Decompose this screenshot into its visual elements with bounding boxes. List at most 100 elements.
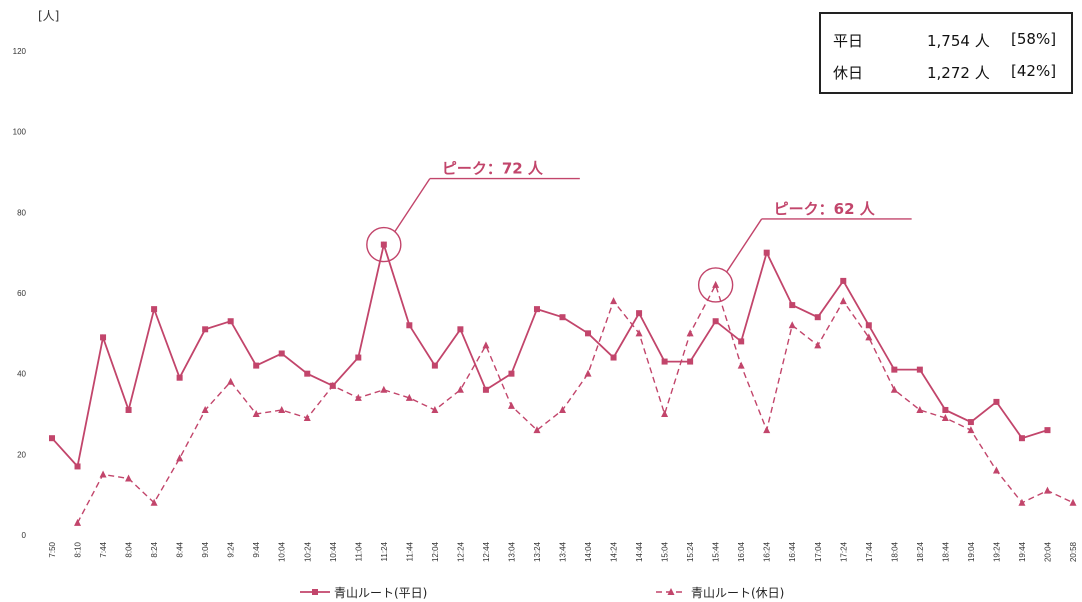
weekday-point	[482, 386, 489, 393]
x-tick-label: 11:24	[380, 541, 389, 561]
weekday-point	[74, 463, 81, 470]
holiday-point	[74, 518, 82, 526]
weekday-point	[661, 358, 668, 365]
weekday-point	[176, 374, 183, 381]
weekday-point	[610, 354, 617, 361]
holiday-point	[916, 405, 924, 413]
holiday-point	[125, 474, 133, 482]
holiday-point	[992, 466, 1000, 474]
x-axis-ticks: 7:50 8:10 7:44 8:04 8:24 8:44 9:04 9:24 9:44 10:0…	[48, 541, 1078, 562]
weekday-point	[712, 318, 719, 325]
weekday-point	[253, 362, 260, 369]
x-tick-label: 18:24	[916, 541, 925, 562]
x-tick-label: 19:04	[967, 541, 976, 562]
weekday-point	[406, 322, 413, 329]
summary-pct: [58%]	[1011, 30, 1057, 48]
weekday-point	[533, 306, 540, 313]
weekday-point	[865, 322, 872, 329]
holiday-point	[303, 414, 311, 422]
legend-marker-holiday	[667, 588, 675, 595]
weekday-point	[585, 330, 592, 337]
summary-row-weekday: 平日 1,754 人 [58%]	[833, 30, 1063, 52]
weekday-point	[763, 249, 770, 256]
holiday-point	[712, 280, 720, 288]
weekday-point	[380, 241, 387, 248]
x-tick-label: 10:04	[278, 541, 287, 562]
y-tick-label: 100	[13, 128, 27, 137]
holiday-point	[584, 369, 592, 377]
weekday-point	[738, 338, 745, 345]
x-tick-label: 8:04	[125, 541, 134, 557]
holiday-point	[354, 393, 362, 401]
x-tick-label: 12:44	[482, 541, 491, 562]
holiday-point	[890, 385, 898, 393]
x-tick-label: 10:44	[329, 541, 338, 562]
weekday-point	[789, 302, 796, 309]
holiday-point	[1018, 498, 1026, 506]
y-axis-ticks: 0 20 40 60 80 100 120	[13, 47, 27, 540]
x-tick-label: 12:04	[431, 541, 440, 562]
y-tick-label: 80	[17, 208, 26, 217]
x-tick-label: 8:44	[176, 541, 185, 557]
holiday-point	[150, 498, 158, 506]
weekday-point	[431, 362, 438, 369]
weekday-point	[278, 350, 285, 357]
weekday-point	[508, 370, 515, 377]
weekday-point	[840, 277, 847, 284]
x-tick-label: 8:10	[74, 541, 83, 557]
holiday-point	[737, 361, 745, 369]
x-tick-label: 13:04	[507, 541, 516, 562]
holiday-point	[941, 414, 949, 422]
x-tick-label: 19:24	[992, 541, 1001, 562]
holiday-point	[431, 405, 439, 413]
x-tick-label: 13:44	[559, 541, 568, 562]
x-tick-label: 17:04	[814, 541, 823, 562]
x-tick-label: 14:04	[584, 541, 593, 562]
holiday-point	[839, 297, 847, 305]
holiday-point	[201, 405, 209, 413]
series-markers	[49, 241, 1077, 526]
weekday-point	[967, 419, 974, 426]
x-tick-label: 19:44	[1018, 541, 1027, 562]
weekday-point	[355, 354, 362, 361]
peak-circle	[366, 226, 402, 263]
weekday-point	[559, 314, 566, 321]
holiday-point	[865, 333, 873, 341]
holiday-point	[559, 405, 566, 413]
x-tick-label: 7:44	[99, 541, 108, 557]
holiday-point	[661, 410, 669, 417]
holiday-point	[176, 454, 184, 462]
y-tick-label: 40	[17, 370, 26, 379]
holiday-point	[967, 426, 975, 434]
series-lines	[51, 241, 1074, 524]
peak-circle	[697, 267, 734, 303]
x-tick-label: 15:04	[661, 541, 670, 562]
holiday-point	[814, 341, 822, 349]
y-tick-label: 0	[22, 531, 27, 540]
legend-marks	[300, 588, 686, 595]
x-tick-label: 17:24	[839, 541, 848, 562]
peak-label: ピーク：62 人	[774, 200, 876, 218]
weekday-point	[636, 310, 643, 317]
weekday-point	[202, 326, 209, 333]
holiday-point	[788, 321, 796, 329]
x-tick-label: 16:44	[788, 541, 797, 562]
x-tick-label: 12:24	[456, 541, 465, 562]
weekday-point	[227, 318, 234, 325]
weekday-point	[49, 435, 55, 442]
weekday-point	[687, 358, 694, 365]
summary-pct: [42%]	[1011, 62, 1057, 80]
weekday-point	[814, 314, 821, 321]
holiday-point	[507, 401, 515, 409]
weekday-point	[891, 366, 898, 373]
x-tick-label: 11:44	[405, 541, 414, 561]
weekday-point	[993, 398, 1000, 405]
x-tick-label: 10:24	[303, 541, 312, 562]
holiday-point	[405, 393, 413, 401]
summary-label: 平日	[833, 32, 864, 50]
legend-marker-weekday	[312, 589, 318, 595]
holiday-point	[482, 341, 490, 349]
x-tick-label: 16:24	[763, 541, 772, 562]
summary-row-holiday: 休日 1,272 人 [42%]	[833, 62, 1063, 84]
